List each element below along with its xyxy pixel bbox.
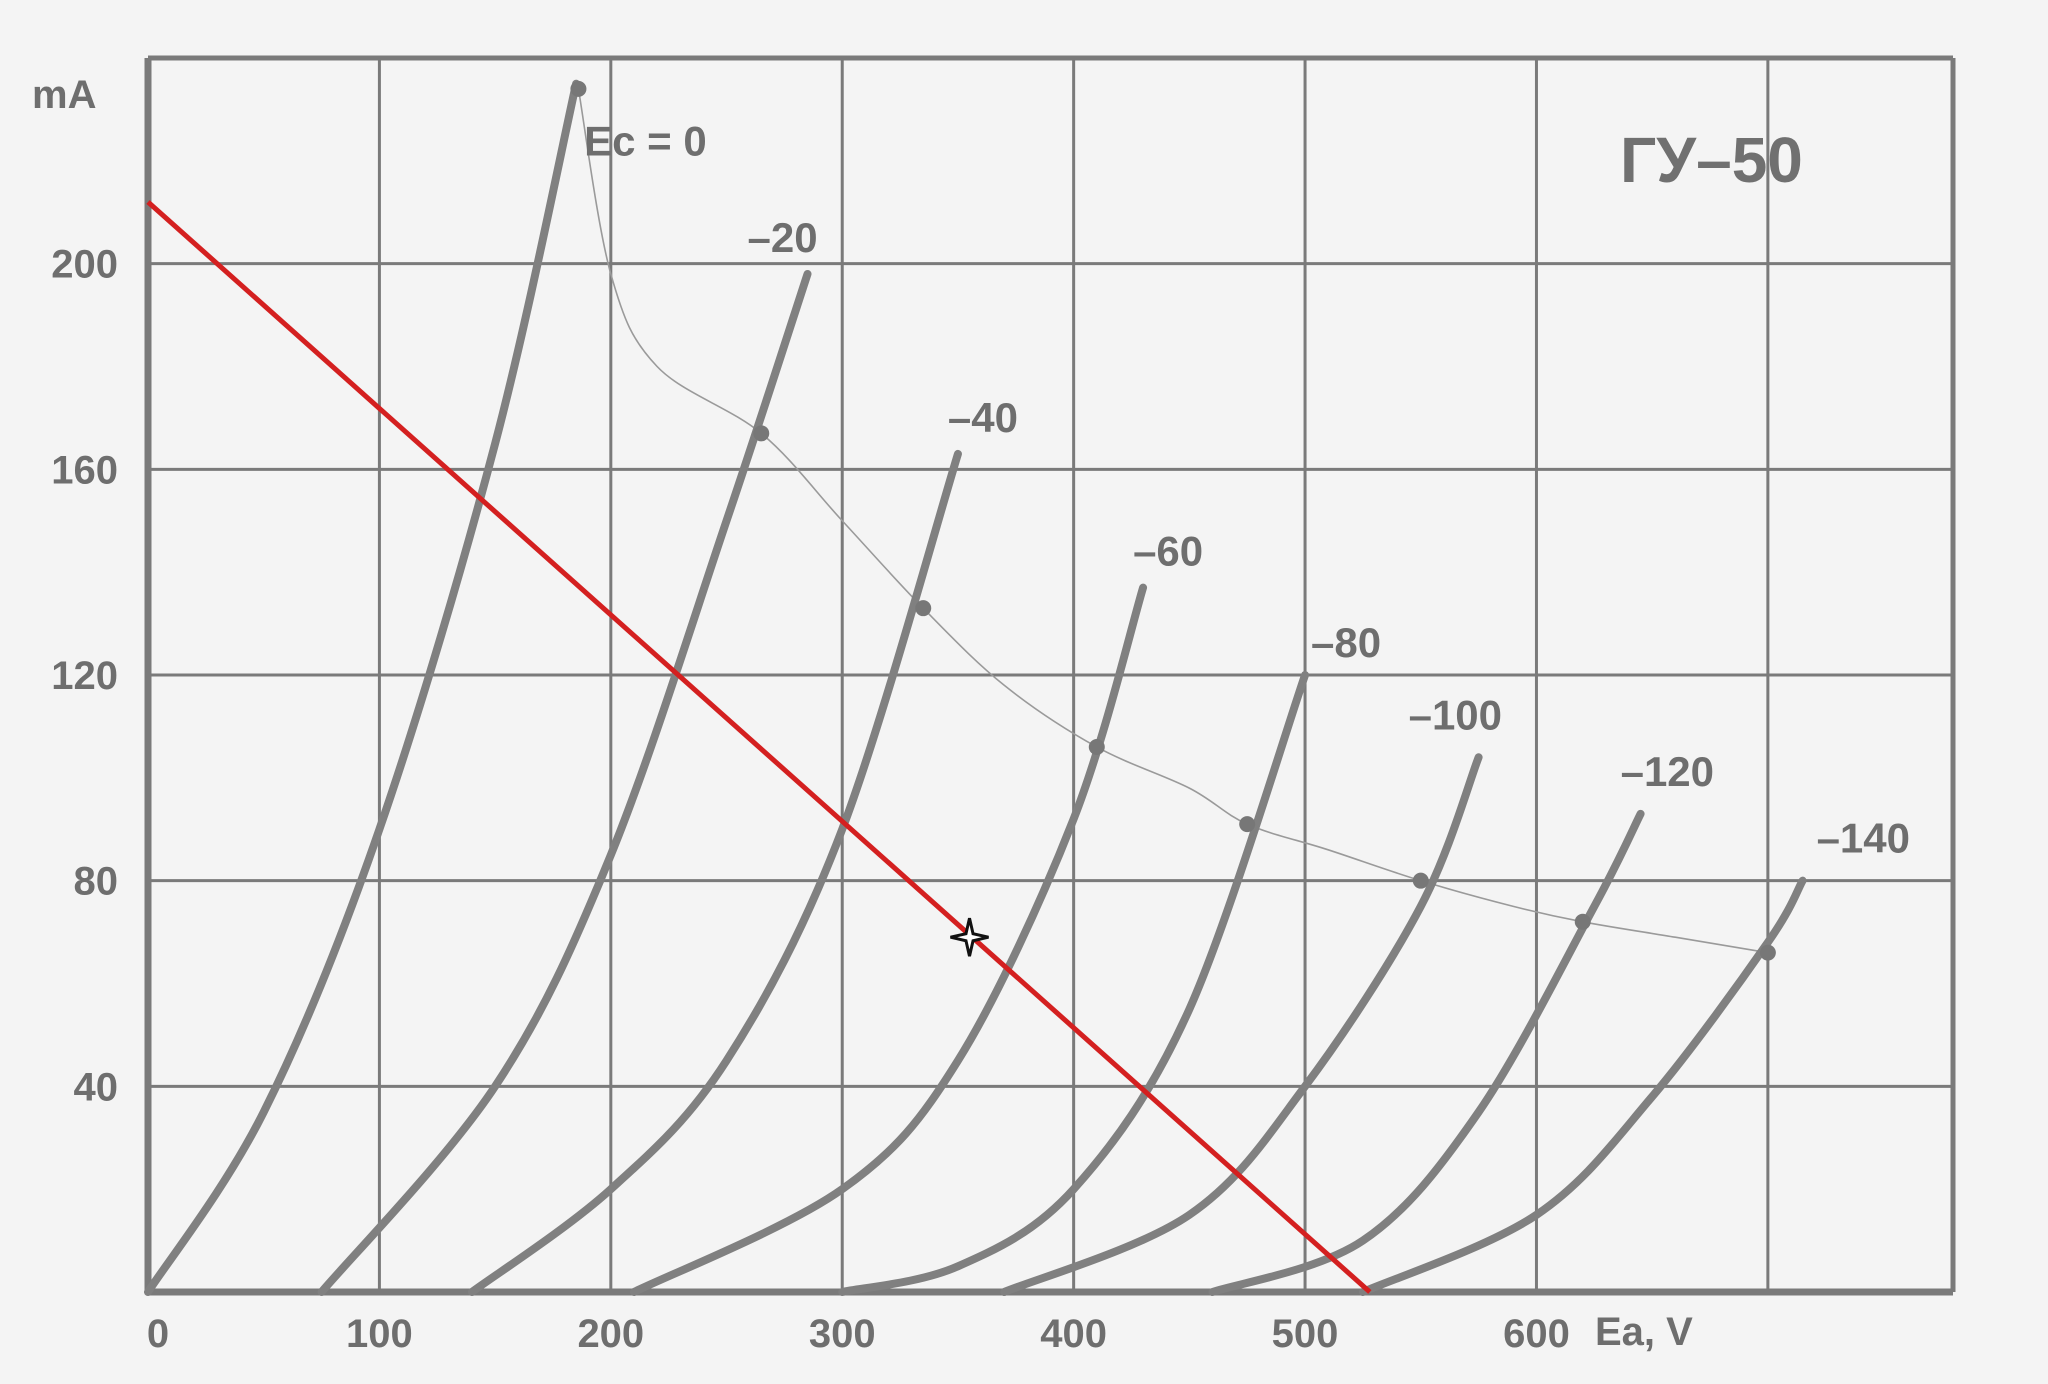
- x-tick-label: 400: [1040, 1312, 1107, 1356]
- load-line: [146, 200, 1372, 1294]
- envelope-marker: [915, 600, 932, 617]
- x-axis-label: Ea, V: [1595, 1310, 1693, 1354]
- plate-curve: [838, 671, 1310, 1296]
- curve-label: –20: [748, 214, 818, 261]
- x-tick-label: 100: [346, 1312, 413, 1356]
- envelope-marker: [1412, 872, 1429, 889]
- x-tick-label: 600: [1503, 1312, 1570, 1356]
- curve-label: –140: [1817, 815, 1910, 862]
- y-axis-label: mA: [32, 73, 96, 117]
- plate-curve: [629, 583, 1148, 1296]
- envelope-marker: [1088, 738, 1105, 755]
- y-tick-label: 40: [74, 1065, 119, 1109]
- envelope-marker: [1759, 944, 1776, 961]
- plate-curve: [1000, 753, 1483, 1296]
- plate-curve: [1358, 876, 1807, 1296]
- y-tick-label: 160: [51, 448, 118, 492]
- curve-label: –80: [1311, 619, 1381, 666]
- y-tick-label: 80: [74, 860, 119, 904]
- envelope-marker: [753, 425, 770, 442]
- operating-point: [950, 917, 989, 957]
- curve-label: –40: [948, 394, 1018, 441]
- envelope-marker: [1239, 816, 1256, 833]
- y-tick-label: 120: [51, 654, 118, 698]
- x-tick-label: 0: [147, 1312, 169, 1356]
- plate-curves: [144, 79, 1807, 1296]
- envelope-markers: [570, 80, 1776, 961]
- curve-label: –100: [1409, 691, 1502, 738]
- curve-label: Ec = 0: [584, 118, 707, 165]
- y-tick-label: 200: [51, 243, 118, 287]
- tick-labels: 0 100 200 300 400 500 600 40 80 120 160 200: [51, 243, 1570, 1356]
- grid: [144, 55, 1956, 1296]
- plate-curve: [1208, 809, 1645, 1296]
- x-tick-label: 300: [809, 1312, 876, 1356]
- x-tick-label: 500: [1272, 1312, 1339, 1356]
- load-line-segment: [146, 200, 1372, 1294]
- curve-labels: Ec = 0 –20 –40 –60 –80 –100 –120 –140: [584, 118, 1910, 862]
- x-tick-label: 200: [577, 1312, 644, 1356]
- curve-label: –120: [1621, 748, 1714, 795]
- operating-point-marker: [950, 917, 989, 957]
- envelope-marker: [570, 80, 587, 97]
- envelope-marker: [1574, 913, 1591, 930]
- plate-curve: [467, 449, 962, 1296]
- plate-curve: [144, 79, 581, 1296]
- chart-title: ГУ–50: [1620, 124, 1803, 196]
- curve-label: –60: [1133, 528, 1203, 575]
